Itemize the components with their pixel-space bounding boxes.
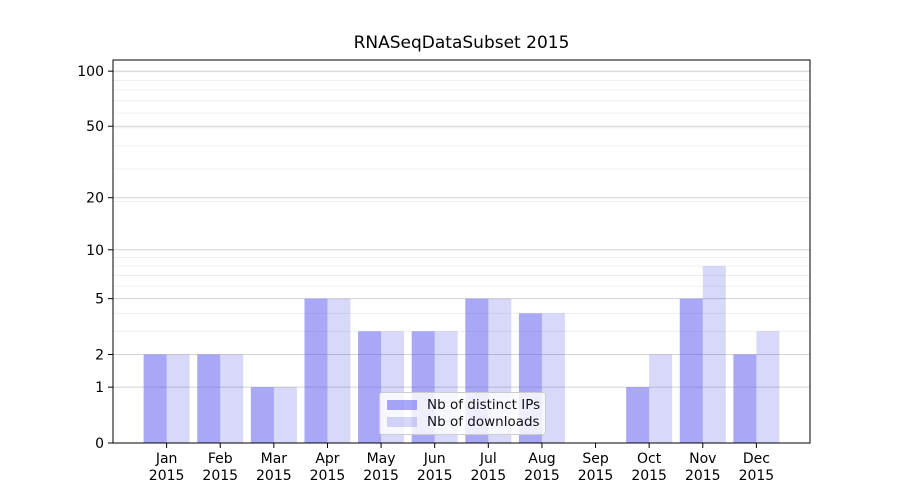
x-tick-label-month: Dec (743, 451, 770, 467)
x-tick-label-year: 2015 (149, 468, 185, 484)
y-tick-label: 20 (86, 191, 104, 207)
x-tick-label-month: May (367, 451, 396, 467)
x-tick-label-month: Nov (689, 451, 716, 467)
bar-may-series0 (358, 331, 382, 443)
y-tick-label: 1 (95, 380, 104, 396)
y-tick-label: 50 (86, 119, 104, 135)
y-tick-label: 0 (95, 436, 104, 452)
chart-legend: Nb of distinct IPs Nb of downloads (379, 392, 546, 435)
bar-mar-series1 (273, 387, 297, 443)
legend-swatch-downloads (387, 417, 417, 427)
legend-swatch-distinct-ips (387, 400, 417, 410)
x-tick-label-month: Mar (261, 451, 288, 467)
bar-apr-series1 (327, 298, 351, 443)
x-tick-label-month: Oct (637, 451, 662, 467)
bar-feb-series1 (220, 354, 244, 443)
bar-mar-series0 (250, 387, 274, 443)
bar-dec-series1 (756, 331, 780, 443)
x-tick-label-month: Jan (155, 451, 178, 467)
x-tick-label-year: 2015 (739, 468, 775, 484)
x-tick-label-year: 2015 (685, 468, 721, 484)
x-tick-label-year: 2015 (417, 468, 453, 484)
x-tick-label-year: 2015 (202, 468, 238, 484)
bar-aug-series1 (541, 313, 565, 443)
y-tick-label: 2 (95, 347, 104, 363)
x-tick-label-month: Feb (208, 451, 233, 467)
bar-nov-series1 (702, 265, 726, 443)
y-tick-label: 10 (86, 243, 104, 259)
chart-title: RNASeqDataSubset 2015 (353, 33, 570, 53)
y-tick-label: 5 (95, 292, 104, 308)
x-tick-label-year: 2015 (310, 468, 346, 484)
x-tick-label-month: Sep (582, 451, 609, 467)
x-tick-label-month: Jul (479, 451, 497, 467)
legend-label-distinct-ips: Nb of distinct IPs (427, 397, 541, 413)
plot-border (112, 59, 811, 444)
x-tick-label-year: 2015 (631, 468, 667, 484)
x-tick-label-month: Jun (423, 451, 446, 467)
x-tick-label-year: 2015 (256, 468, 292, 484)
legend-item-distinct-ips: Nb of distinct IPs (387, 397, 541, 413)
x-tick-label-year: 2015 (524, 468, 560, 484)
bar-apr-series0 (304, 298, 328, 443)
x-tick-label-year: 2015 (363, 468, 399, 484)
x-tick-label-year: 2015 (578, 468, 614, 484)
bar-nov-series0 (679, 298, 703, 443)
x-tick-label-month: Apr (315, 451, 339, 467)
bar-jan-series0 (143, 354, 167, 443)
x-tick-label-year: 2015 (470, 468, 506, 484)
bar-feb-series0 (197, 354, 221, 443)
bar-dec-series0 (733, 354, 757, 443)
bar-oct-series1 (649, 354, 673, 443)
bar-oct-series0 (626, 387, 650, 443)
legend-item-downloads: Nb of downloads (387, 414, 540, 430)
y-tick-label: 100 (77, 64, 104, 80)
bar-jan-series1 (166, 354, 190, 443)
legend-label-downloads: Nb of downloads (427, 414, 540, 430)
x-tick-label-month: Aug (528, 451, 555, 467)
